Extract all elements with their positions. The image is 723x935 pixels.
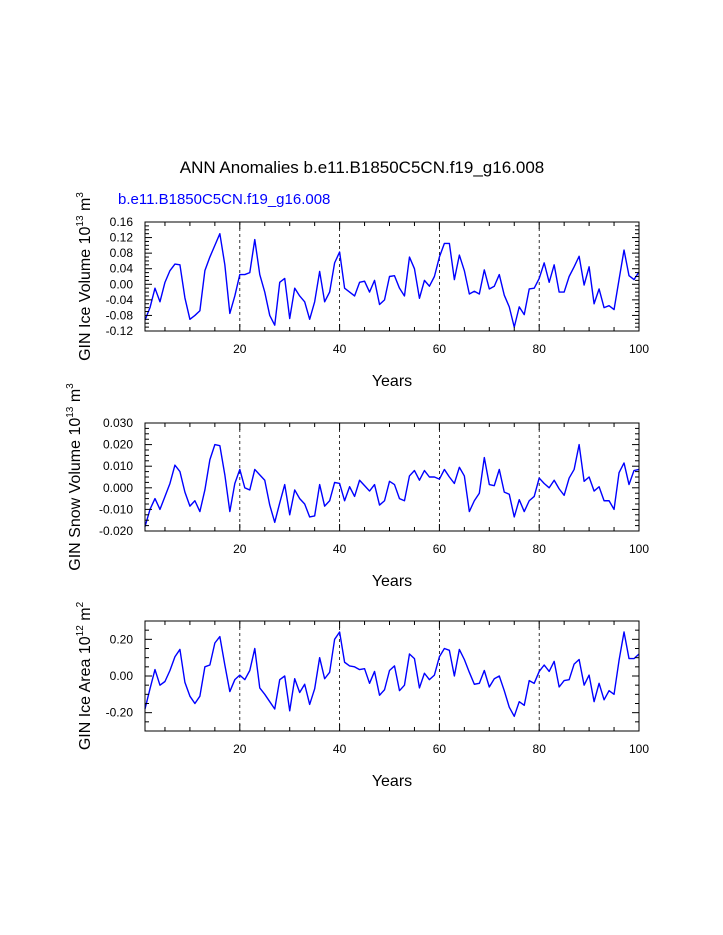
x-tick-label: 20 [233,742,247,756]
y-tick-label: 0.00 [110,277,134,291]
x-tick-label: 80 [533,742,547,756]
x-axis-title: Years [372,773,412,790]
x-tick-label: 80 [533,342,547,356]
y-axis-title: GIN Ice Volume 1013 m3 [75,192,94,361]
y-axis-title: GIN Ice Area 1012 m2 [75,601,94,750]
panel-ice-area: 20 40 60 80 100 -0.20 0.00 0.20 Years GIN Ice Are… [75,601,649,790]
y-tick-label: -0.010 [99,502,133,516]
y-tick-label: 0.04 [110,262,134,276]
y-tick-label: -0.020 [99,524,133,538]
figure-subtitle: b.e11.B1850C5CN.f19_g16.008 [118,191,330,208]
y-tick-label: -0.20 [106,706,134,720]
y-tick-label: 0.20 [110,632,134,646]
x-tick-label: 60 [433,342,447,356]
y-tick-label: 0.020 [103,438,133,452]
y-axis-title: GIN Snow Volume 1013 m3 [65,383,84,571]
y-tick-label: 0.00 [110,669,134,683]
x-axis-title: Years [372,373,412,390]
panel-snow-volume: 20 40 60 80 100 -0.020 -0.010 0.000 0.010 0.020 0.… [65,383,649,590]
figure-title: ANN Anomalies b.e11.B1850C5CN.f19_g16.00… [180,158,544,177]
series-line [144,631,640,718]
x-tick-label: 20 [233,542,247,556]
y-tick-label: -0.04 [106,293,134,307]
y-tick-label: 0.12 [110,231,134,245]
y-tick-label: 0.030 [103,416,133,430]
y-tick-label: -0.08 [106,308,134,322]
x-tick-label: 60 [433,742,447,756]
x-tick-label: 80 [533,542,547,556]
panel-ice-volume: 20 40 60 80 100-0.12-0.08-0.040.000.040.080.… [75,192,649,390]
plot-frame [144,422,640,532]
x-axis-title: Years [372,573,412,590]
x-tick-label: 100 [629,542,649,556]
x-tick-label: 40 [333,542,347,556]
x-tick-label: 20 [233,342,247,356]
x-tick-label: 40 [333,342,347,356]
y-tick-label: 0.010 [103,459,133,473]
y-tick-label: 0.000 [103,481,133,495]
x-tick-label: 40 [333,742,347,756]
chart-panels: 20 40 60 80 100-0.12-0.08-0.040.000.040.080.… [65,192,649,790]
y-tick-label: 0.16 [110,215,134,229]
x-tick-label: 100 [629,342,649,356]
y-tick-label: 0.08 [110,246,134,260]
x-tick-label: 60 [433,542,447,556]
x-tick-label: 100 [629,742,649,756]
series-line [144,232,640,328]
series-line [144,443,640,527]
y-tick-label: -0.12 [106,324,134,338]
